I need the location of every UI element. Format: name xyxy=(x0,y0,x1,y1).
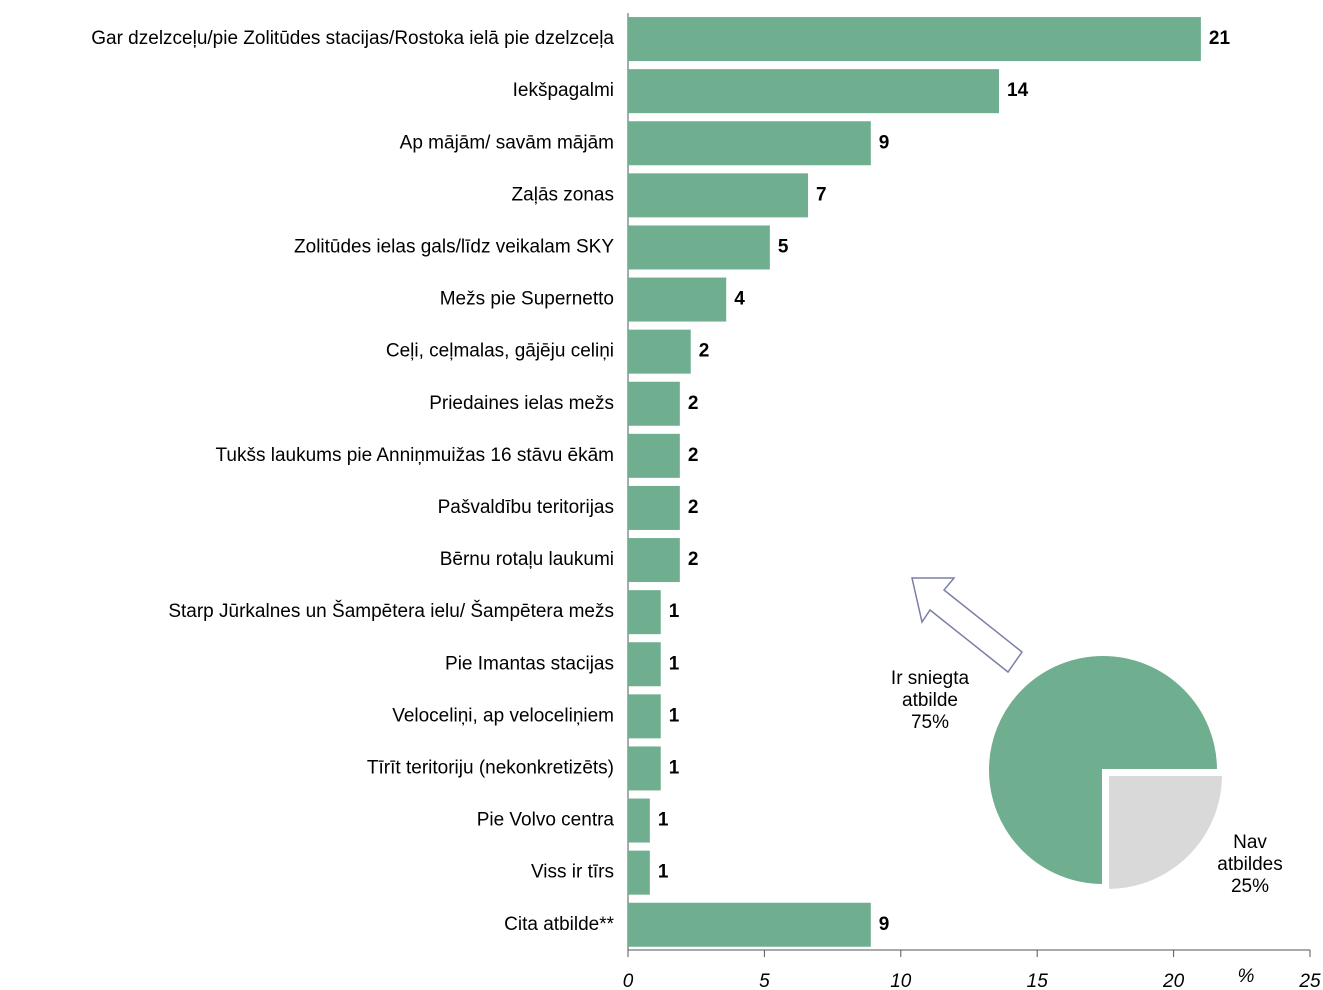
category-label: Iekšpagalmi xyxy=(513,80,614,101)
bar xyxy=(628,485,680,530)
bar xyxy=(628,902,871,947)
category-label: Zaļās zonas xyxy=(512,184,614,205)
value-label: 2 xyxy=(688,497,699,518)
pie-slice xyxy=(987,654,1220,887)
bar xyxy=(628,590,661,635)
category-label: Ceļi, ceļmalas, gājēju celiņi xyxy=(386,341,614,362)
value-label: 1 xyxy=(669,757,680,778)
bar xyxy=(628,746,661,791)
pie-category: Nav atbildes xyxy=(1217,832,1283,875)
value-label: 9 xyxy=(879,914,890,935)
value-label: 9 xyxy=(879,132,890,153)
arrow xyxy=(911,577,1024,674)
category-label: Pie Imantas stacijas xyxy=(445,653,614,674)
pie-slice xyxy=(1106,773,1224,891)
value-label: 1 xyxy=(658,810,669,831)
bar xyxy=(628,381,680,426)
bar xyxy=(628,173,809,218)
pie-value: 25% xyxy=(1230,876,1270,897)
value-label: 1 xyxy=(669,705,680,726)
value-label: 14 xyxy=(1007,80,1029,101)
x-tick-label: 20 xyxy=(1162,971,1185,990)
x-tick-label: 25 xyxy=(1298,971,1321,990)
category-label: Mežs pie Supernetto xyxy=(440,289,614,310)
value-label: 2 xyxy=(688,549,699,570)
x-tick-label: 5 xyxy=(759,971,770,990)
value-label: 1 xyxy=(669,653,680,674)
x-tick-label: 0 xyxy=(623,971,634,990)
bar xyxy=(628,538,680,583)
value-label: 4 xyxy=(734,289,745,310)
pie-category: Ir sniegta atbilde xyxy=(890,668,970,711)
bar xyxy=(628,17,1201,62)
value-label: 1 xyxy=(658,862,669,883)
bar xyxy=(628,642,661,687)
x-tick-label: 15 xyxy=(1027,971,1049,990)
bar xyxy=(628,225,770,270)
value-label: 2 xyxy=(699,341,710,362)
value-label: 7 xyxy=(816,184,827,205)
bar xyxy=(628,433,680,478)
bar xyxy=(628,850,650,895)
category-label: Starp Jūrkalnes un Šampētera ielu/ Šampē… xyxy=(168,600,614,622)
bar xyxy=(628,121,871,166)
value-label: 1 xyxy=(669,601,680,622)
category-label: Pie Volvo centra xyxy=(477,810,615,831)
category-label: Priedaines ielas mežs xyxy=(429,393,614,414)
value-label: 5 xyxy=(778,236,789,257)
category-label: Cita atbilde** xyxy=(504,914,614,935)
category-label: Tīrīt teritoriju (nekonkretizēts) xyxy=(367,757,614,778)
category-label: Viss ir tīrs xyxy=(531,862,614,883)
category-label: Gar dzelzceļu/pie Zolitūdes stacijas/Ros… xyxy=(91,28,614,49)
value-label: 2 xyxy=(688,393,699,414)
pie-value: 75% xyxy=(910,712,950,733)
category-label: Ap mājām/ savām mājām xyxy=(400,132,614,153)
category-label: Bērnu rotaļu laukumi xyxy=(440,549,614,570)
bar xyxy=(628,798,650,843)
value-label: 2 xyxy=(688,445,699,466)
category-label: Veloceliņi, ap veloceliņiem xyxy=(392,705,614,726)
bar xyxy=(628,69,1000,114)
pie-label: Nav atbildes 25% xyxy=(1200,832,1300,898)
value-label: 21 xyxy=(1209,28,1231,49)
x-axis-label: % xyxy=(1238,966,1255,987)
category-label: Pašvaldību teritorijas xyxy=(438,497,614,518)
category-label: Zolitūdes ielas gals/līdz veikalam SKY xyxy=(294,236,614,257)
category-label: Tukšs laukums pie Anniņmuižas 16 stāvu ē… xyxy=(216,445,614,466)
bar xyxy=(628,277,727,322)
bar xyxy=(628,329,691,374)
x-tick-label: 10 xyxy=(890,971,912,990)
bar xyxy=(628,694,661,739)
pie-label: Ir sniegta atbilde 75% xyxy=(860,668,1000,734)
